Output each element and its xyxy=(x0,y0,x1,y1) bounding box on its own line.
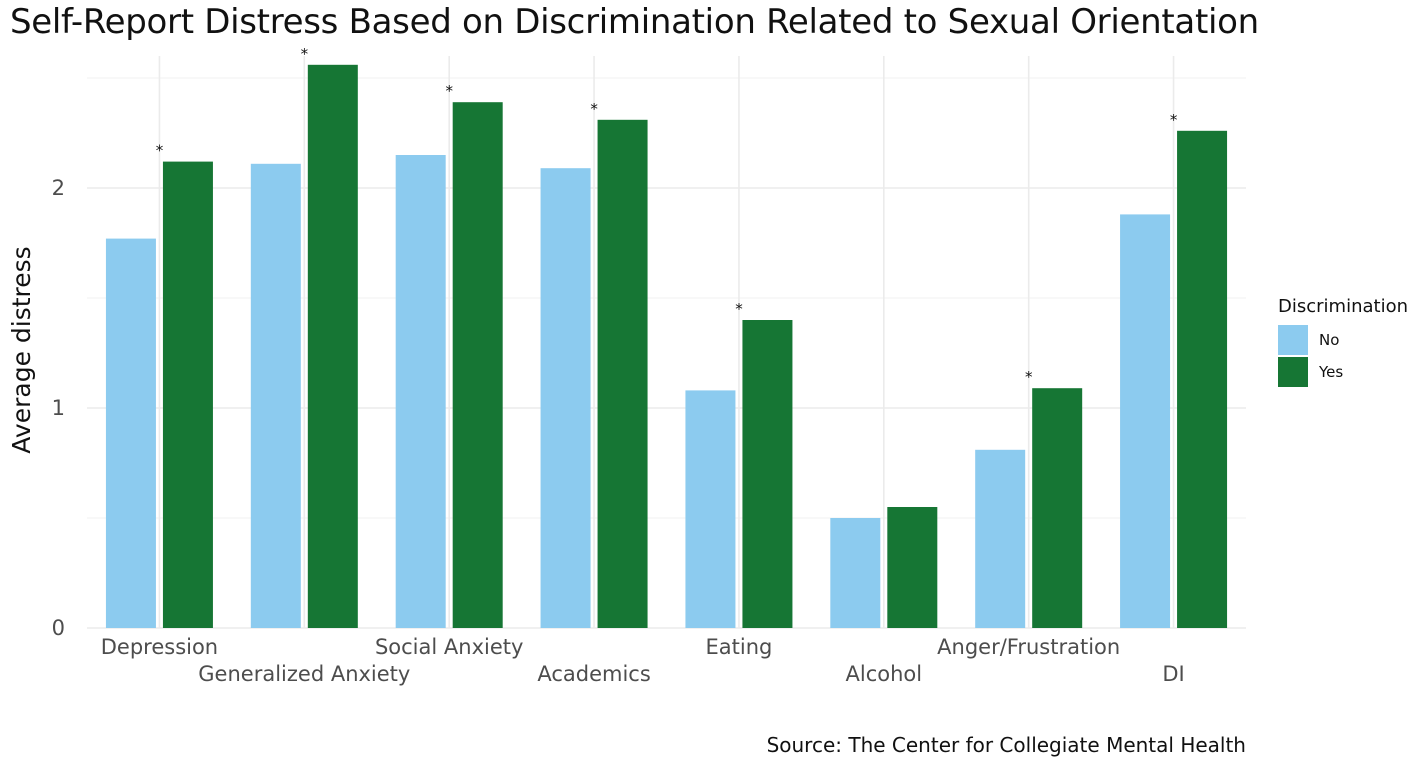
legend-label-no: No xyxy=(1319,331,1339,349)
x-tick-label: Generalized Anxiety xyxy=(198,662,410,686)
legend-label-yes: Yes xyxy=(1318,363,1343,381)
significance-marker: * xyxy=(1170,111,1178,129)
bar-yes xyxy=(742,320,793,628)
bar-yes xyxy=(307,64,358,629)
bar-no xyxy=(975,449,1026,628)
y-tick-label: 2 xyxy=(52,176,65,200)
bar-yes xyxy=(1032,388,1083,628)
x-tick-label: Anger/Frustration xyxy=(937,635,1120,659)
legend-swatch-no xyxy=(1278,325,1308,355)
significance-marker: * xyxy=(590,100,598,118)
significance-marker: * xyxy=(156,142,164,160)
bar-yes xyxy=(1177,130,1228,629)
bar-no xyxy=(1120,214,1171,628)
x-tick-label: Eating xyxy=(706,635,773,659)
significance-marker: * xyxy=(735,300,743,318)
y-axis-label: Average distress xyxy=(7,246,36,453)
significance-marker: * xyxy=(1025,368,1033,386)
x-tick-label: Alcohol xyxy=(846,662,923,686)
bar-no xyxy=(395,155,446,628)
bar-yes xyxy=(597,119,648,629)
x-tick-label: Depression xyxy=(101,635,218,659)
bar-yes xyxy=(452,102,503,628)
legend-title: Discrimination xyxy=(1278,296,1408,317)
bar-no xyxy=(830,518,881,628)
chart-title: Self-Report Distress Based on Discrimina… xyxy=(10,2,1259,42)
significance-marker: * xyxy=(301,45,309,63)
significance-marker: * xyxy=(445,82,453,100)
y-tick-label: 0 xyxy=(52,616,65,640)
y-tick-label: 1 xyxy=(52,396,65,420)
bar-yes xyxy=(162,161,213,628)
bar-no xyxy=(105,238,156,628)
bar-no xyxy=(685,390,736,628)
legend-swatch-yes xyxy=(1278,357,1308,387)
bar-yes xyxy=(887,507,938,628)
x-tick-label: Academics xyxy=(537,662,650,686)
bar-no xyxy=(250,163,301,629)
x-tick-label: Social Anxiety xyxy=(375,635,523,659)
x-tick-label: DI xyxy=(1162,662,1184,686)
bar-no xyxy=(540,168,591,628)
chart-caption: Source: The Center for Collegiate Mental… xyxy=(766,733,1246,757)
